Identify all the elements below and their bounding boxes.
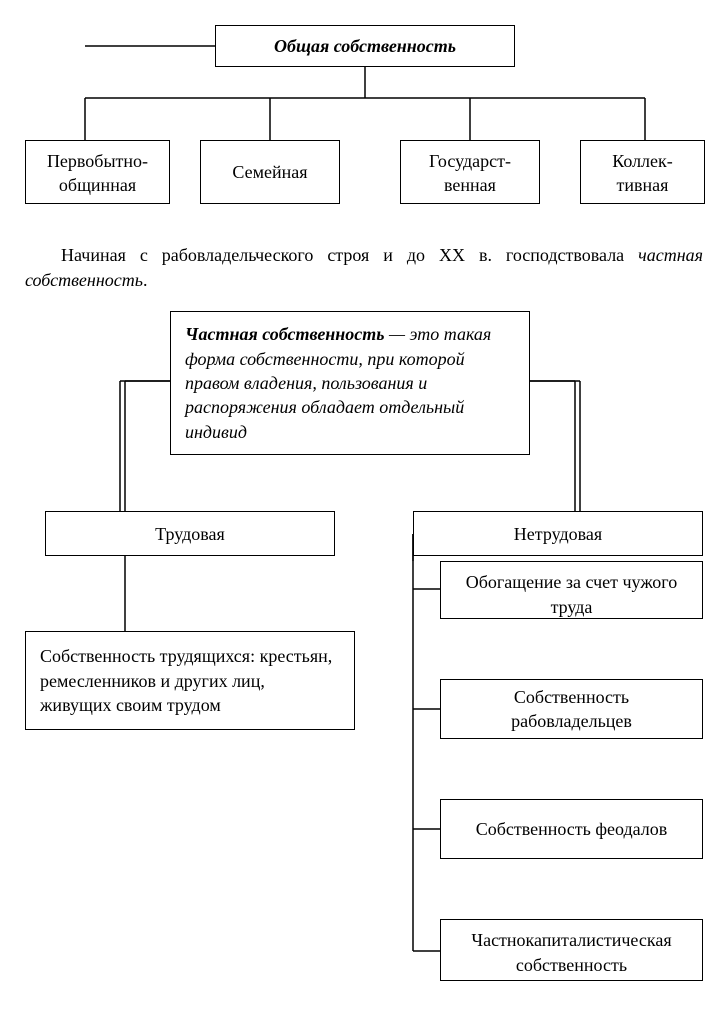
spine-top — [25, 311, 705, 571]
intro-paragraph: Начиная с рабовладельческого строя и до … — [25, 243, 703, 293]
labor-detail-text: Собственность трудящихся: крестьян, реме… — [40, 646, 332, 715]
paragraph-pre: Начиная с рабовладельческого строя и до … — [61, 245, 638, 265]
child-1-label: Первобытно-общинная — [47, 151, 148, 195]
child-3-label: Государст-венная — [429, 151, 511, 195]
diagram-common-ownership: Общая собственность Первобытно-общинная … — [25, 20, 703, 225]
paragraph-post: . — [143, 270, 148, 290]
nonlabor-item-1-label: Обогащение за счет чужого труда — [466, 572, 678, 616]
child-4: Коллек-тивная — [580, 140, 705, 204]
child-1: Первобытно-общинная — [25, 140, 170, 204]
nonlabor-item-4: Частнокапиталисти­ческая собственность — [440, 919, 703, 981]
nonlabor-item-2-label: Собственность рабовладельцев — [453, 685, 690, 734]
nonlabor-item-3-label: Собственность феодалов — [476, 817, 668, 841]
diagram-private-ownership: Частная собственность — это такая форма … — [25, 311, 703, 1011]
connectors-top-extra — [25, 20, 705, 160]
nonlabor-item-3: Собственность феодалов — [440, 799, 703, 859]
child-2-label: Семейная — [232, 160, 307, 184]
child-2: Семейная — [200, 140, 340, 204]
nonlabor-item-1: Обогащение за счет чужого труда — [440, 561, 703, 619]
child-3: Государст-венная — [400, 140, 540, 204]
nonlabor-item-4-label: Частнокапиталисти­ческая собственность — [471, 930, 671, 974]
labor-detail: Собственность трудящихся: крестьян, реме… — [25, 631, 355, 730]
nonlabor-item-2: Собственность рабовладельцев — [440, 679, 703, 739]
child-4-label: Коллек-тивная — [612, 151, 673, 195]
